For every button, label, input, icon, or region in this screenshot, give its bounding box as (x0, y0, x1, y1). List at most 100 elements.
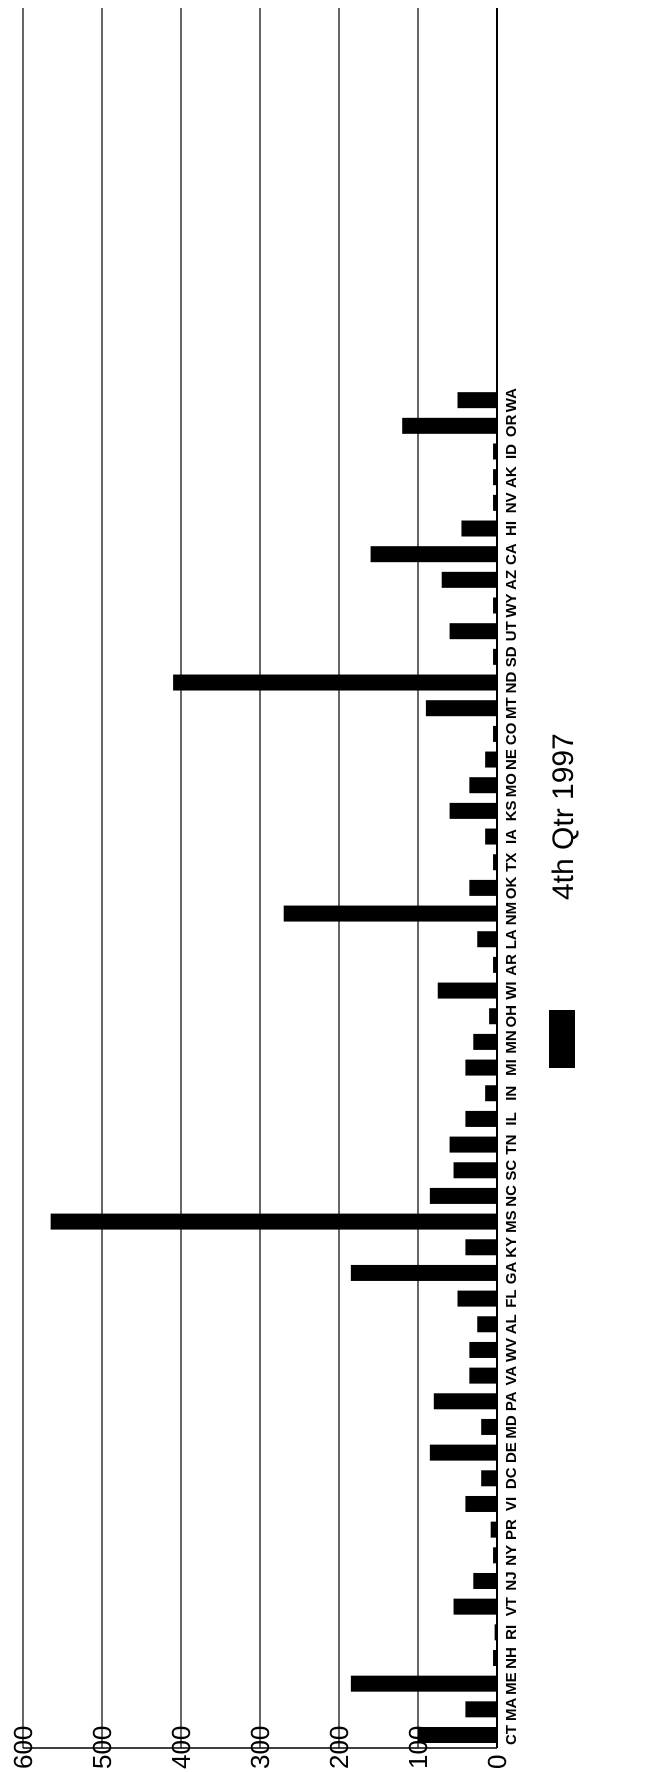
bar-md (481, 1418, 497, 1435)
bar-ma (465, 1701, 497, 1718)
bar-de (429, 1444, 497, 1461)
category-label-md: MD (503, 1415, 520, 1438)
value-tick-label: 600 (8, 1726, 38, 1769)
bar-ca (370, 546, 497, 563)
category-label-ky: KY (503, 1237, 520, 1258)
bar-sd (493, 648, 497, 665)
category-label-ne: NE (503, 749, 520, 770)
value-tick-label: 100 (403, 1726, 433, 1769)
bar-nm (283, 905, 497, 922)
category-label-dc: DC (503, 1467, 520, 1489)
bar-wy (493, 597, 497, 614)
value-tick-label: 400 (166, 1726, 196, 1769)
bar-la (477, 931, 497, 948)
bar-ut (449, 623, 497, 640)
bar-co (493, 725, 497, 742)
category-label-ga: GA (503, 1262, 520, 1285)
bar-mo (469, 777, 497, 794)
bar-az (441, 571, 497, 588)
category-label-vi: VI (503, 1497, 520, 1511)
bar-nj (473, 1572, 497, 1589)
category-label-pa: PA (503, 1391, 520, 1411)
bar-ct (418, 1727, 497, 1743)
category-label-fl: FL (503, 1289, 520, 1307)
legend-label: 4th Qtr 1997 (547, 733, 580, 900)
category-label-tx: TX (503, 853, 520, 872)
bar-ri (494, 1624, 497, 1641)
category-label-ak: AK (503, 466, 520, 488)
category-label-ut: UT (503, 621, 520, 641)
category-label-ma: MA (503, 1697, 520, 1720)
category-label-nh: NH (503, 1647, 520, 1669)
category-label-va: VA (503, 1366, 520, 1386)
bar-tx (493, 854, 497, 871)
category-label-co: CO (503, 722, 520, 745)
bar-al (477, 1316, 497, 1333)
category-label-wi: WI (503, 981, 520, 999)
category-label-nm: NM (503, 902, 520, 925)
bar-or (402, 417, 497, 434)
category-label-me: ME (503, 1672, 520, 1695)
category-label-ks: KS (503, 800, 520, 821)
category-label-wv: WV (503, 1338, 520, 1362)
bar-mt (425, 700, 497, 717)
bar-wv (469, 1341, 497, 1358)
category-label-or: OR (503, 414, 520, 437)
category-label-oh: OH (503, 1005, 520, 1028)
bar-il (465, 1110, 497, 1127)
category-label-tn: TN (503, 1135, 520, 1155)
bars (50, 392, 498, 1743)
bar-ak (493, 469, 497, 486)
category-label-pr: PR (503, 1519, 520, 1540)
bar-vt (453, 1598, 497, 1615)
bar-mi (465, 1059, 497, 1076)
bar-nh (493, 1649, 497, 1666)
category-label-ms: MS (503, 1210, 520, 1233)
category-label-la: LA (503, 929, 520, 949)
category-label-in: IN (503, 1086, 520, 1101)
legend-swatch (549, 1010, 575, 1068)
bar-mn (473, 1033, 497, 1050)
bar-ar (493, 956, 497, 973)
bar-fl (457, 1290, 497, 1307)
category-label-hi: HI (503, 521, 520, 536)
bar-dc (481, 1470, 497, 1487)
bar-ga (350, 1264, 497, 1281)
category-label-ct: CT (503, 1725, 520, 1745)
category-label-il: IL (503, 1112, 520, 1125)
category-label-mi: MI (503, 1059, 520, 1076)
category-label-wa: WA (503, 388, 520, 412)
value-axis-tick-labels: 0 100 200 300 400 500 600 (8, 1726, 512, 1769)
category-label-mo: MO (503, 773, 520, 797)
gridlines (22, 8, 419, 1748)
category-label-wy: WY (503, 593, 520, 617)
value-tick-label: 300 (245, 1726, 275, 1769)
category-label-de: DE (503, 1442, 520, 1463)
bar-wa (457, 392, 497, 409)
category-label-ok: OK (503, 876, 520, 899)
axes (23, 8, 498, 1749)
value-tick-label: 500 (87, 1726, 117, 1769)
bar-nc (429, 1187, 497, 1204)
bar-va (469, 1367, 497, 1384)
category-label-mt: MT (503, 697, 520, 719)
category-label-sc: SC (503, 1160, 520, 1181)
legend: 4th Qtr 1997 (547, 733, 580, 1068)
category-label-ca: CA (503, 543, 520, 565)
bar-ny (493, 1547, 497, 1564)
bar-pa (433, 1393, 497, 1410)
bar-me (350, 1675, 497, 1692)
category-label-nc: NC (503, 1185, 520, 1207)
value-tick-label: 0 (482, 1755, 512, 1769)
category-label-id: ID (503, 444, 520, 459)
category-label-nj: NJ (503, 1571, 520, 1590)
bar-hi (461, 520, 497, 537)
bar-sc (453, 1162, 497, 1179)
bar-in (485, 1085, 497, 1102)
category-label-nv: NV (503, 492, 520, 513)
category-label-ia: IA (503, 829, 520, 844)
category-label-sd: SD (503, 646, 520, 667)
category-label-ar: AR (503, 954, 520, 976)
